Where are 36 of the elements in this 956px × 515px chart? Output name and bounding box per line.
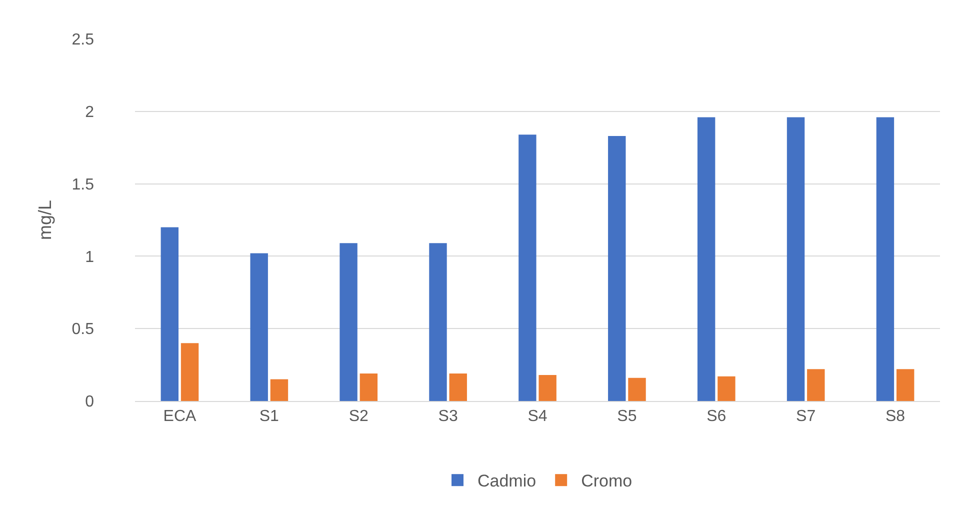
y-tick-label: 0.5 [72,321,94,338]
bar [449,373,467,401]
y-tick-label: 0 [85,394,94,411]
y-tick-label: 1.5 [72,176,94,194]
x-tick-label: S1 [259,408,280,426]
bar [429,243,447,401]
bar [718,376,736,401]
legend-label: Cadmio [478,472,536,491]
x-tick-label: S5 [617,408,637,426]
bar [876,117,894,401]
bar [697,117,716,401]
y-tick-label: 2 [85,104,94,121]
legend-label: Cromo [581,472,632,491]
bar [180,343,199,401]
y-axis-title: mg/L [34,200,55,240]
x-tick-label: S7 [796,408,816,426]
y-tick-label: 1 [85,248,94,266]
bar [360,373,378,401]
bar [807,369,825,401]
x-tick-label: ECA [163,408,196,426]
bar [160,227,179,401]
bar [786,117,805,401]
x-tick-label: S2 [348,408,368,426]
x-tick-label: S3 [438,408,458,426]
bar [628,378,646,401]
x-tick-label: S8 [885,408,906,426]
y-tick-label: 2.5 [72,32,94,49]
bar [608,136,626,401]
bar [896,369,914,401]
x-tick-label: S4 [528,408,548,426]
bar [538,374,556,401]
bar [270,379,288,401]
bar [518,134,536,401]
bar [250,253,268,401]
bar [340,243,358,401]
x-tick-label: S6 [706,408,726,426]
